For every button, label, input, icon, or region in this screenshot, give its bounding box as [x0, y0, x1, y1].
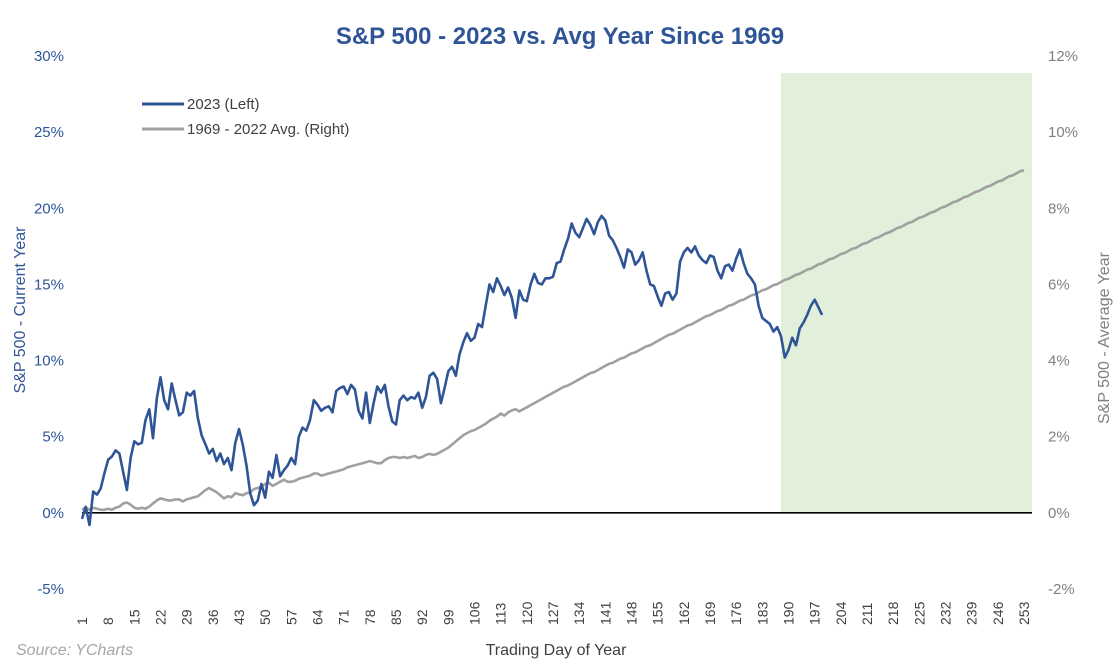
x-tick-label: 141 [597, 601, 613, 625]
left-tick-label: 10% [34, 353, 64, 370]
x-tick-label: 22 [153, 609, 169, 625]
right-tick-label: 2% [1048, 429, 1070, 446]
right-tick-label: 10% [1048, 124, 1078, 141]
chart-title: S&P 500 - 2023 vs. Avg Year Since 1969 [336, 23, 784, 50]
series-avg-line [81, 168, 1025, 512]
right-tick-label: 4% [1048, 353, 1070, 370]
left-tick-label: 30% [34, 48, 64, 65]
shaded-region [781, 73, 1032, 513]
x-tick-label: 197 [807, 601, 823, 625]
x-tick-label: 162 [676, 601, 692, 625]
x-tick-label: 218 [885, 601, 901, 625]
x-tick-label: 92 [414, 609, 430, 625]
left-tick-label: -5% [37, 581, 64, 598]
x-tick-label: 106 [467, 601, 483, 625]
left-tick-label: 5% [42, 429, 64, 446]
x-axis-ticks: 1 8 15 22 29 36 43 50 57 64 71 78 85 92 99 106 113 120 127… [74, 601, 1032, 625]
x-tick-label: 8 [100, 617, 116, 625]
right-tick-label: -2% [1048, 581, 1075, 598]
right-tick-label: 12% [1048, 48, 1078, 65]
x-tick-label: 64 [310, 609, 326, 625]
right-tick-label: 0% [1048, 505, 1070, 522]
left-tick-label: 0% [42, 505, 64, 522]
x-tick-label: 85 [388, 609, 404, 625]
legend: 2023 (Left) 1969 - 2022 Avg. (Right) [142, 96, 349, 138]
x-tick-label: 29 [179, 609, 195, 625]
x-tick-label: 78 [362, 609, 378, 625]
left-axis-title: S&P 500 - Current Year [12, 226, 29, 394]
x-tick-label: 148 [624, 601, 640, 625]
x-tick-label: 246 [990, 601, 1006, 625]
x-tick-label: 176 [728, 601, 744, 625]
x-tick-label: 57 [283, 609, 299, 625]
x-tick-label: 36 [205, 609, 221, 625]
x-tick-label: 1 [74, 617, 90, 625]
x-tick-label: 190 [781, 601, 797, 625]
x-tick-label: 204 [833, 601, 849, 625]
x-tick-label: 15 [126, 609, 142, 625]
x-tick-label: 225 [911, 601, 927, 625]
left-tick-label: 15% [34, 276, 64, 293]
right-tick-label: 6% [1048, 276, 1070, 293]
x-tick-label: 155 [650, 601, 666, 625]
x-tick-label: 113 [493, 602, 509, 625]
x-tick-label: 99 [440, 609, 456, 625]
right-tick-label: 8% [1048, 200, 1070, 217]
right-axis-title: S&P 500 - Average Year [1096, 251, 1113, 424]
series-2023-line [80, 214, 824, 527]
x-tick-label: 43 [231, 609, 247, 625]
x-tick-label: 239 [964, 601, 980, 625]
x-tick-label: 71 [336, 609, 352, 625]
legend-label-2023: 2023 (Left) [187, 96, 260, 113]
x-tick-label: 127 [545, 601, 561, 625]
x-tick-label: 134 [571, 601, 587, 625]
legend-label-avg: 1969 - 2022 Avg. (Right) [187, 121, 349, 138]
source-note: Source: YCharts [16, 642, 133, 659]
x-tick-label: 211 [859, 602, 875, 625]
right-axis-ticks: -2% 0% 2% 4% 6% 8% 10% 12% [1048, 48, 1078, 598]
x-tick-label: 183 [754, 601, 770, 625]
x-tick-label: 169 [702, 601, 718, 625]
x-axis-title: Trading Day of Year [486, 642, 628, 659]
x-tick-label: 232 [938, 601, 954, 625]
x-tick-label: 120 [519, 601, 535, 625]
x-tick-label: 50 [257, 609, 273, 625]
x-tick-label: 253 [1016, 601, 1032, 625]
left-axis-ticks: -5% 0% 5% 10% 15% 20% 25% 30% [34, 48, 64, 598]
left-tick-label: 25% [34, 124, 64, 141]
left-tick-label: 20% [34, 200, 64, 217]
